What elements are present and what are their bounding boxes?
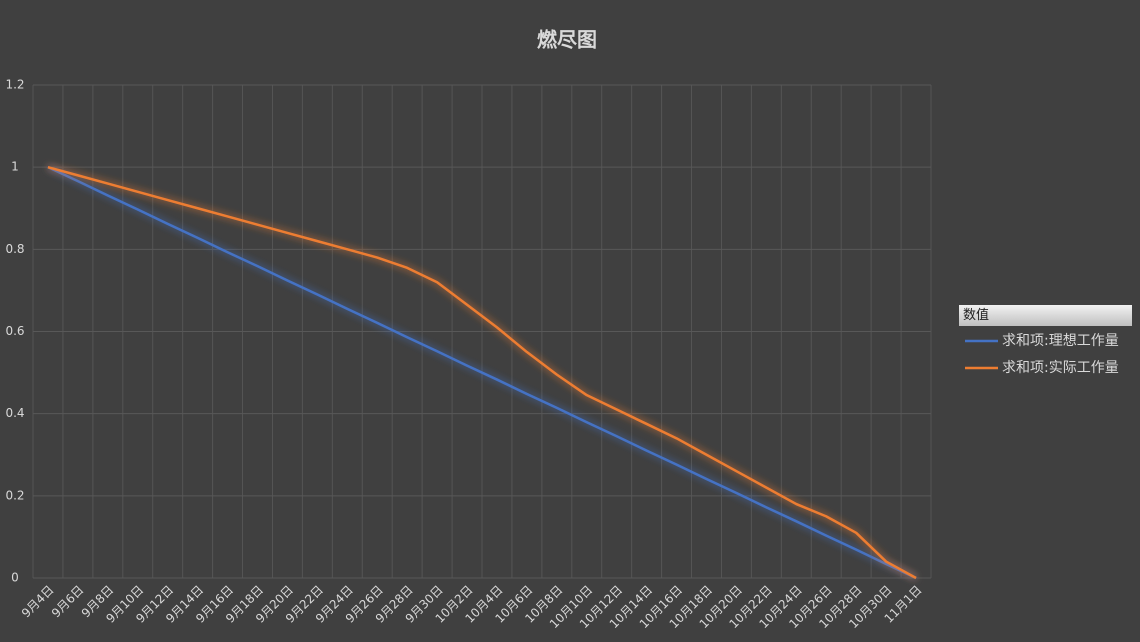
y-tick-label: 0 <box>11 571 19 585</box>
y-tick-label: 0.8 <box>5 242 24 256</box>
y-tick-label: 0.4 <box>5 406 24 420</box>
legend-label: 求和项:实际工作量 <box>1002 360 1119 376</box>
chart-title: 燃尽图 <box>537 28 597 52</box>
y-tick-label: 0.2 <box>5 488 24 502</box>
x-tick-label: 9月4日 <box>19 583 57 621</box>
legend-label: 求和项:理想工作量 <box>1002 333 1119 349</box>
series-line <box>47 165 917 580</box>
y-tick-label: 0.6 <box>5 324 24 338</box>
series-line <box>47 166 917 580</box>
legend-header <box>959 305 1132 326</box>
y-tick-label: 1.2 <box>5 78 24 92</box>
x-tick-label: 9月6日 <box>49 583 87 621</box>
legend-title: 数值 <box>963 307 989 323</box>
y-tick-label: 1 <box>11 160 19 174</box>
